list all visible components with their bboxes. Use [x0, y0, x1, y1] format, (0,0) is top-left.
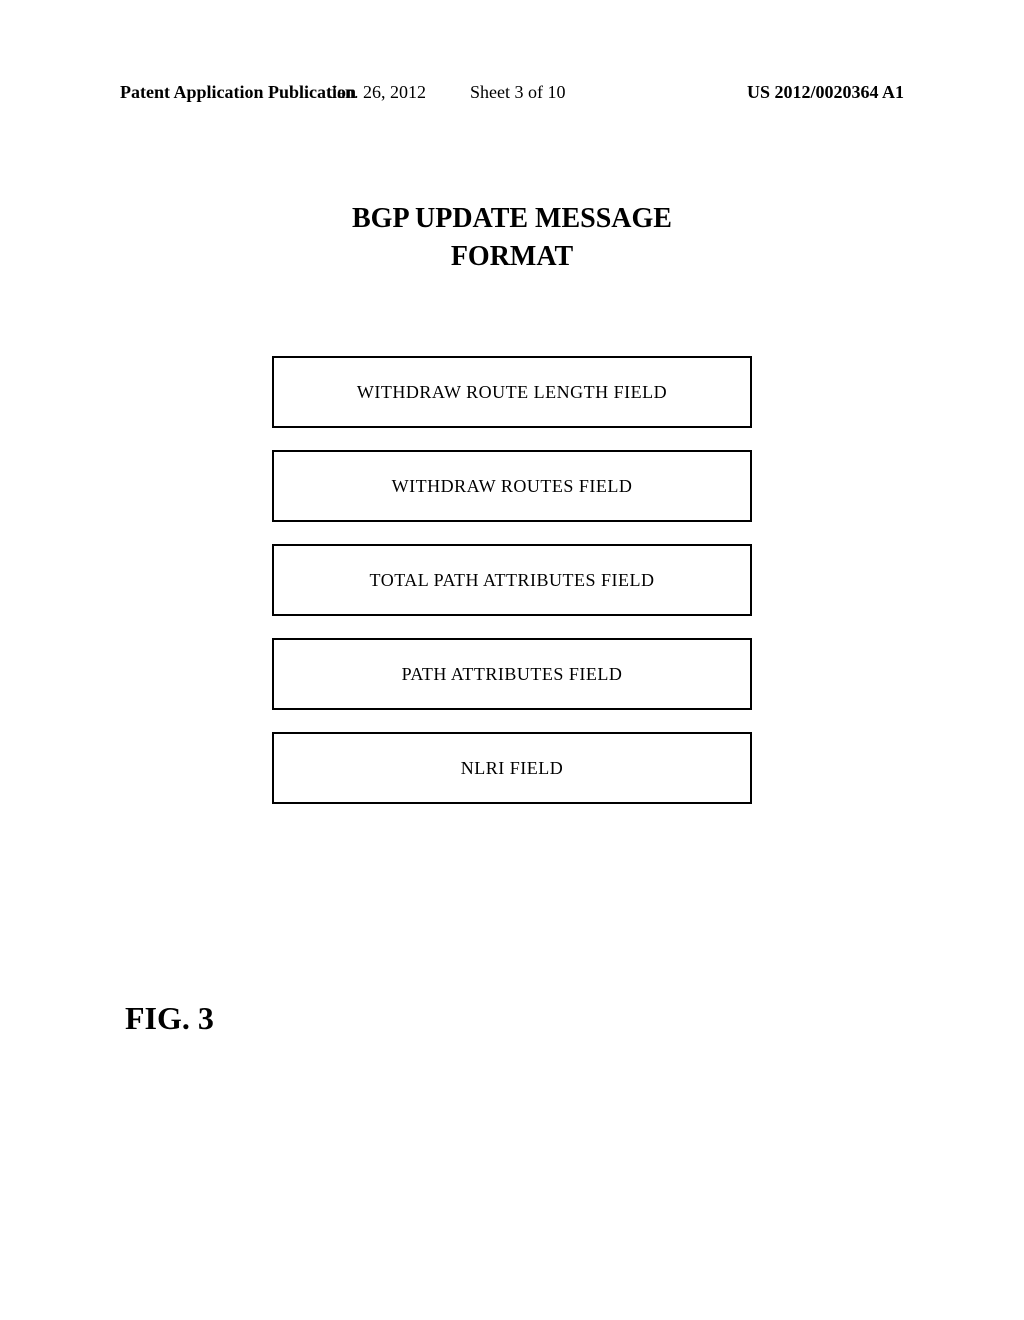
field-label: TOTAL PATH ATTRIBUTES FIELD [370, 570, 655, 591]
sheet-info: Sheet 3 of 10 [470, 82, 565, 103]
patent-header: Patent Application Publication Jan. 26, … [0, 82, 1024, 103]
publication-date: Jan. 26, 2012 [330, 82, 426, 103]
figure-label: FIG. 3 [125, 1000, 214, 1037]
field-withdraw-routes: WITHDRAW ROUTES FIELD [272, 450, 752, 522]
title-line-1: BGP UPDATE MESSAGE [0, 200, 1024, 238]
fields-container: WITHDRAW ROUTE LENGTH FIELD WITHDRAW ROU… [272, 356, 752, 804]
diagram-title: BGP UPDATE MESSAGE FORMAT [0, 200, 1024, 276]
publication-number: US 2012/0020364 A1 [747, 82, 904, 103]
publication-label: Patent Application Publication [120, 82, 356, 103]
field-label: PATH ATTRIBUTES FIELD [402, 664, 623, 685]
field-nlri: NLRI FIELD [272, 732, 752, 804]
field-path-attributes: PATH ATTRIBUTES FIELD [272, 638, 752, 710]
field-total-path-attributes: TOTAL PATH ATTRIBUTES FIELD [272, 544, 752, 616]
field-label: WITHDRAW ROUTES FIELD [392, 476, 633, 497]
field-withdraw-route-length: WITHDRAW ROUTE LENGTH FIELD [272, 356, 752, 428]
title-line-2: FORMAT [0, 238, 1024, 276]
field-label: NLRI FIELD [461, 758, 564, 779]
field-label: WITHDRAW ROUTE LENGTH FIELD [357, 382, 667, 403]
